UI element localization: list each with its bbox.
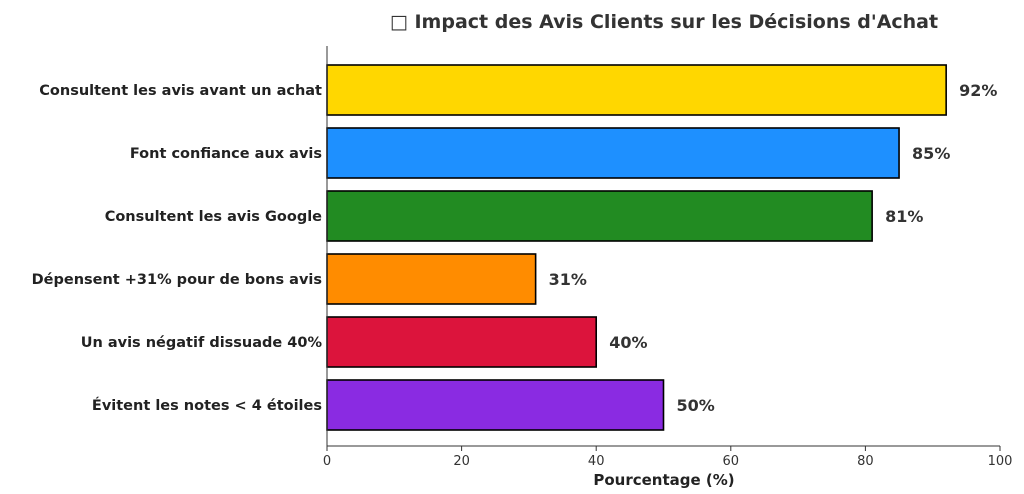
x-tick-label: 100	[988, 454, 1013, 469]
data-labels: 92% 85% 81% 31% 40% 50%	[549, 81, 998, 415]
bar	[326, 64, 947, 116]
bar	[326, 379, 665, 431]
x-tick-label: 20	[453, 454, 470, 469]
bar	[326, 190, 873, 242]
bar	[326, 253, 537, 305]
bar	[326, 316, 598, 368]
x-tick-label: 60	[723, 454, 740, 469]
category-label: Dépensent +31% pour de bons avis	[32, 272, 322, 288]
data-label: 31%	[549, 270, 587, 289]
category-label: Consultent les avis avant un achat	[39, 83, 322, 99]
data-label: 50%	[677, 396, 715, 415]
x-tick-label: 40	[588, 454, 605, 469]
data-label: 85%	[912, 144, 950, 163]
data-label: 92%	[959, 81, 997, 100]
bars-layer	[326, 64, 947, 431]
data-label: 40%	[609, 333, 647, 352]
x-axis-title: Pourcentage (%)	[593, 471, 734, 489]
data-label: 81%	[885, 207, 923, 226]
category-label: Font confiance aux avis	[130, 146, 322, 162]
x-ticks: 0 20 40 60 80 100	[323, 446, 1013, 469]
category-label: Consultent les avis Google	[105, 209, 322, 225]
chart-title: □ Impact des Avis Clients sur les Décisi…	[390, 11, 938, 33]
axes	[326, 46, 1000, 447]
x-tick-label: 80	[857, 454, 874, 469]
bar	[326, 127, 900, 179]
category-labels: Consultent les avis avant un achat Font c…	[32, 83, 323, 414]
category-label: Évitent les notes < 4 étoiles	[92, 397, 322, 414]
x-tick-label: 0	[323, 454, 331, 469]
category-label: Un avis négatif dissuade 40%	[81, 335, 323, 351]
